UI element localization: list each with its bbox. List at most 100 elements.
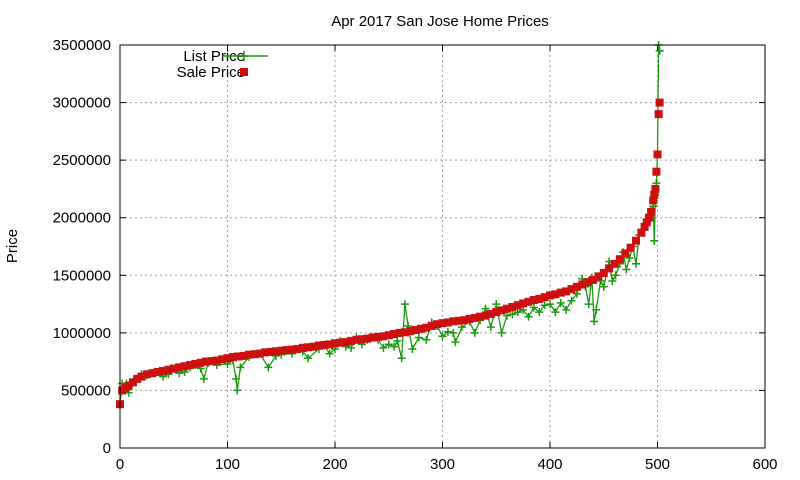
sale-price-point (632, 236, 640, 245)
sale-price-point (320, 340, 329, 349)
list-price-point (599, 282, 608, 291)
sale-price-point (642, 218, 651, 227)
sale-price-point (234, 352, 243, 361)
list-price-point (384, 340, 393, 349)
sale-price-point (651, 184, 660, 193)
sale-price-point (293, 345, 302, 353)
y-tick-label: 3000000 (53, 95, 111, 112)
sale-price-point (470, 313, 479, 322)
sale-price-point (228, 353, 237, 361)
list-price-point (449, 328, 458, 337)
sale-price-point (519, 299, 528, 308)
list-price-point (470, 328, 479, 337)
y-tick-label: 1000000 (53, 325, 111, 342)
sale-price-point (417, 324, 425, 333)
sale-price-point (180, 362, 189, 371)
sale-price-point (589, 275, 597, 284)
sale-price-point (529, 296, 538, 304)
sale-price-point (610, 259, 619, 268)
x-tick-label: 100 (215, 456, 240, 473)
list-price-point (199, 374, 208, 383)
sale-price-point (363, 334, 372, 343)
sale-price-point (594, 272, 603, 281)
sale-price-point (379, 332, 388, 341)
sale-price-point (282, 346, 291, 355)
sale-price-point (578, 280, 587, 289)
sale-price-point (137, 372, 146, 381)
sale-price-point (148, 369, 157, 378)
sale-price-point (288, 345, 296, 354)
list-price-point (492, 300, 501, 309)
list-price-point (562, 305, 571, 314)
list-price-point (551, 308, 560, 317)
list-price-point (503, 311, 511, 320)
sale-price-point (266, 347, 275, 356)
sale-price-point (128, 378, 137, 387)
sale-price-point (653, 150, 662, 159)
sale-price-point (492, 308, 501, 317)
list-price-point (632, 259, 640, 268)
sale-price-point (644, 213, 653, 222)
x-axis-ticks: 0 100 200 300 400 500 600 (116, 45, 778, 473)
list-price-point (451, 338, 460, 347)
sale-price-point (185, 361, 194, 370)
list-price-point (393, 336, 402, 345)
list-price-point (655, 46, 664, 55)
sale-price-point (271, 347, 280, 356)
list-price-point (592, 305, 601, 314)
series-sale-price (116, 98, 664, 409)
sale-price-point (325, 340, 334, 349)
sale-price-point (497, 306, 506, 315)
sale-price-point (535, 294, 544, 303)
list-price-point (546, 300, 554, 309)
legend-label-sale-price: Sale Price (177, 64, 245, 81)
sale-price-point (647, 208, 656, 216)
y-tick-label: 2000000 (53, 210, 111, 227)
sale-price-point (524, 297, 533, 306)
sale-price-point (159, 366, 167, 375)
sale-price-point (465, 315, 474, 323)
list-price-point (486, 323, 495, 332)
list-price-point (556, 298, 565, 307)
list-price-line (119, 44, 661, 405)
sale-price-point (202, 357, 210, 366)
sale-price-point (443, 318, 452, 327)
list-price-point (524, 312, 533, 321)
list-price-point (264, 363, 273, 372)
legend-entry-list-price: List Price (183, 48, 268, 65)
y-tick-label: 3500000 (53, 37, 111, 54)
sale-price-point (331, 339, 339, 348)
list-price-point (408, 344, 417, 353)
list-price-point (438, 332, 447, 341)
sale-price-point (655, 98, 664, 107)
x-tick-label: 600 (752, 456, 777, 473)
sale-price-point (449, 317, 458, 326)
sale-price-point (153, 368, 162, 376)
sale-price-point (245, 350, 253, 359)
list-price-point (535, 308, 544, 317)
sale-price-point (433, 320, 442, 329)
x-tick-label: 0 (116, 456, 124, 473)
plot-frame (119, 44, 766, 449)
y-tick-label: 2500000 (53, 152, 111, 169)
legend-swatch-list-price-marker (239, 51, 249, 61)
sale-price-point (341, 338, 350, 347)
sale-price-point (357, 335, 366, 344)
sale-price-point (124, 381, 133, 390)
sale-price-point (142, 370, 151, 379)
list-price-point (397, 354, 406, 363)
list-price-point (325, 349, 334, 358)
sale-price-point (562, 287, 571, 296)
list-price-point (379, 343, 388, 352)
list-price-point (443, 327, 452, 336)
legend-label-list-price: List Price (183, 48, 245, 65)
sale-price-point (400, 328, 409, 337)
list-price-point (590, 317, 599, 326)
sale-price-point (223, 354, 232, 363)
sale-price-point (556, 288, 565, 297)
sale-price-point (508, 303, 517, 311)
y-tick-label: 1500000 (53, 267, 111, 284)
sale-price-point (390, 330, 399, 338)
sale-price-point (352, 335, 361, 344)
